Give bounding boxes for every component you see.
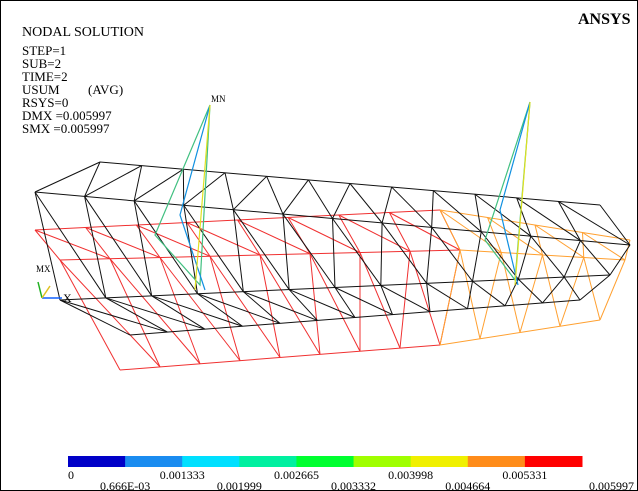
title: NODAL SOLUTION [22,25,144,40]
legend-swatch [525,456,583,467]
legend-label: 0.003332 [331,479,376,491]
legend-swatch [296,456,354,467]
axis-label: X [63,291,72,305]
legend-label: 0 [68,468,74,482]
legend-label: 0.001333 [160,468,205,482]
ansys-plot: ANSYS NODAL SOLUTION STEP=1 SUB=2 TIME=2… [0,0,638,491]
legend-label: 0.003998 [388,468,433,482]
legend-label: 0.666E-03 [100,479,150,491]
info: (AVG) [88,82,123,97]
legend-label: 0.001999 [217,479,262,491]
legend-swatch [411,456,469,467]
frame [1,1,638,491]
legend-label: 0.002665 [274,468,319,482]
legend-swatch [182,456,240,467]
info: SMX =0.005997 [22,121,110,136]
brand: ANSYS [578,11,631,28]
legend-swatch [68,456,126,467]
legend-label: 0.004664 [445,479,490,491]
mn-marker: MN [211,94,226,104]
legend-swatch [239,456,297,467]
legend-label: 0.005997 [589,479,634,491]
legend-swatch [125,456,183,467]
legend-swatch [468,456,526,467]
legend-label: 0.005331 [502,468,547,482]
mx-marker: MX [36,264,51,274]
legend-swatch [354,456,412,467]
